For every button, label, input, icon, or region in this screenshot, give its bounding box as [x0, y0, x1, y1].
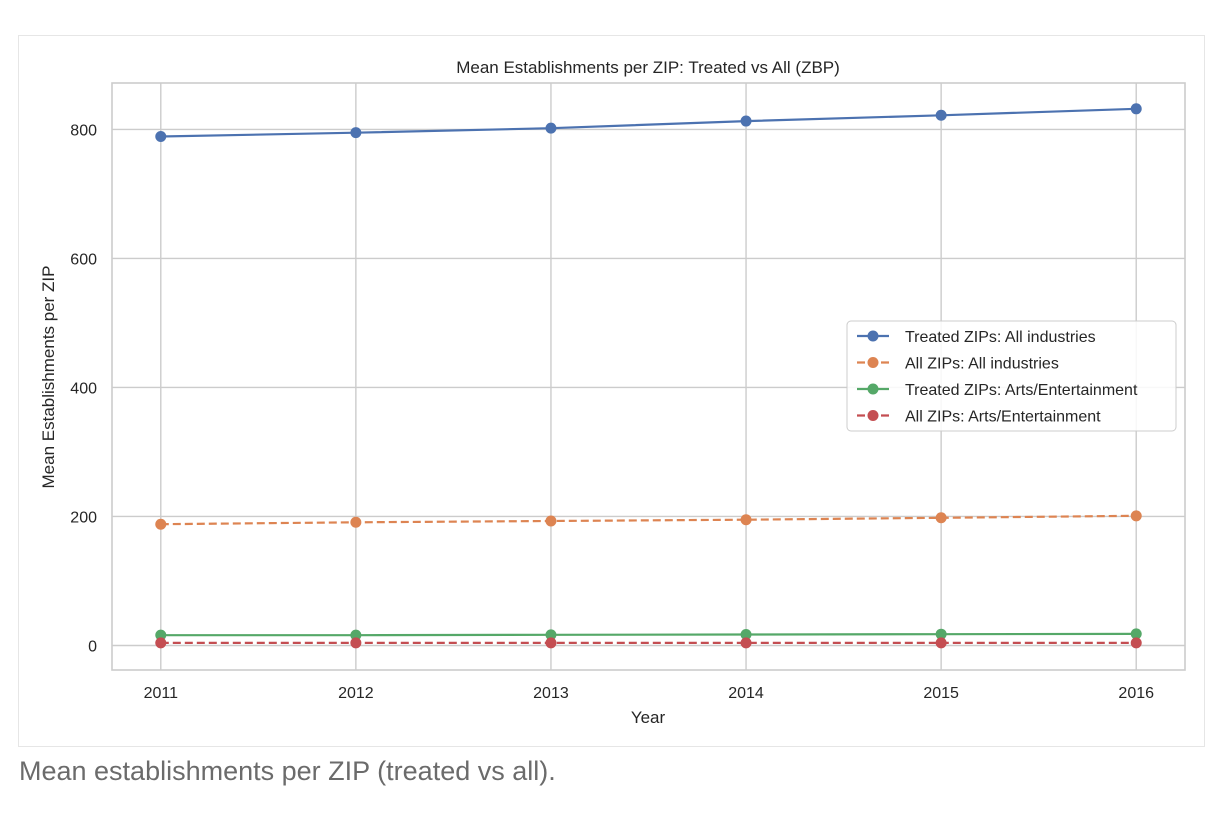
series-1-point	[155, 131, 167, 143]
series-2-point	[350, 516, 362, 528]
series-2-point	[155, 518, 167, 530]
series-4-point	[740, 637, 752, 649]
legend-label-2: All ZIPs: All industries	[905, 356, 1059, 373]
x-tick-label: 2016	[1118, 685, 1154, 702]
series-4-point	[935, 637, 947, 649]
series-1-point	[350, 127, 362, 139]
series-4-point	[1130, 637, 1142, 649]
series-2-point	[545, 515, 557, 527]
series-3-point	[1130, 628, 1142, 640]
x-tick-label: 2014	[728, 685, 764, 702]
series-2-point	[1130, 510, 1142, 522]
legend-label-4: All ZIPs: Arts/Entertainment	[905, 409, 1101, 426]
series-4-point	[350, 637, 362, 649]
chart-title: Mean Establishments per ZIP: Treated vs …	[456, 58, 840, 77]
series-line-3	[160, 632, 1137, 637]
legend-marker-1	[867, 330, 879, 342]
series-3-point	[740, 629, 752, 641]
x-tick-label: 2013	[533, 685, 569, 702]
y-tick-label: 200	[70, 509, 97, 526]
y-tick-label: 600	[70, 251, 97, 268]
legend-label-1: Treated ZIPs: All industries	[905, 329, 1096, 346]
series-4-point	[545, 637, 557, 649]
series-3-point	[545, 629, 557, 641]
y-tick-label: 400	[70, 380, 97, 397]
series-4-point	[155, 637, 167, 649]
x-tick-label: 2012	[338, 685, 374, 702]
series-line-1	[160, 107, 1137, 138]
x-axis-label: Year	[631, 708, 666, 727]
legend-marker-2	[867, 357, 879, 368]
legend-marker-4	[867, 410, 879, 421]
series-1-point	[545, 122, 557, 134]
y-axis-label: Mean Establishments per ZIP	[39, 266, 58, 489]
legend-marker-3	[867, 383, 879, 395]
figure-caption: Mean establishments per ZIP (treated vs …	[19, 756, 556, 786]
legend: Treated ZIPs: All industries All ZIPs: Al…	[846, 320, 1177, 432]
line-chart: Mean Establishments per ZIP: Treated vs …	[39, 58, 1186, 727]
series-3-point	[350, 629, 362, 641]
y-tick-label: 800	[70, 122, 97, 139]
series-3-point	[155, 629, 167, 641]
x-tick-label: 2011	[144, 685, 179, 702]
series-1-point	[935, 109, 947, 121]
x-tick-label: 2015	[923, 685, 959, 702]
legend-label-3: Treated ZIPs: Arts/Entertainment	[905, 382, 1138, 399]
axes-frame	[111, 82, 1186, 671]
legend-box	[846, 320, 1177, 432]
series-2-point	[935, 512, 947, 524]
series-1-point	[1130, 103, 1142, 115]
y-tick-label: 0	[88, 638, 97, 655]
series-2-point	[740, 514, 752, 526]
series-3-point	[935, 628, 947, 640]
series-line-2	[160, 514, 1137, 526]
series-1-point	[740, 115, 752, 127]
